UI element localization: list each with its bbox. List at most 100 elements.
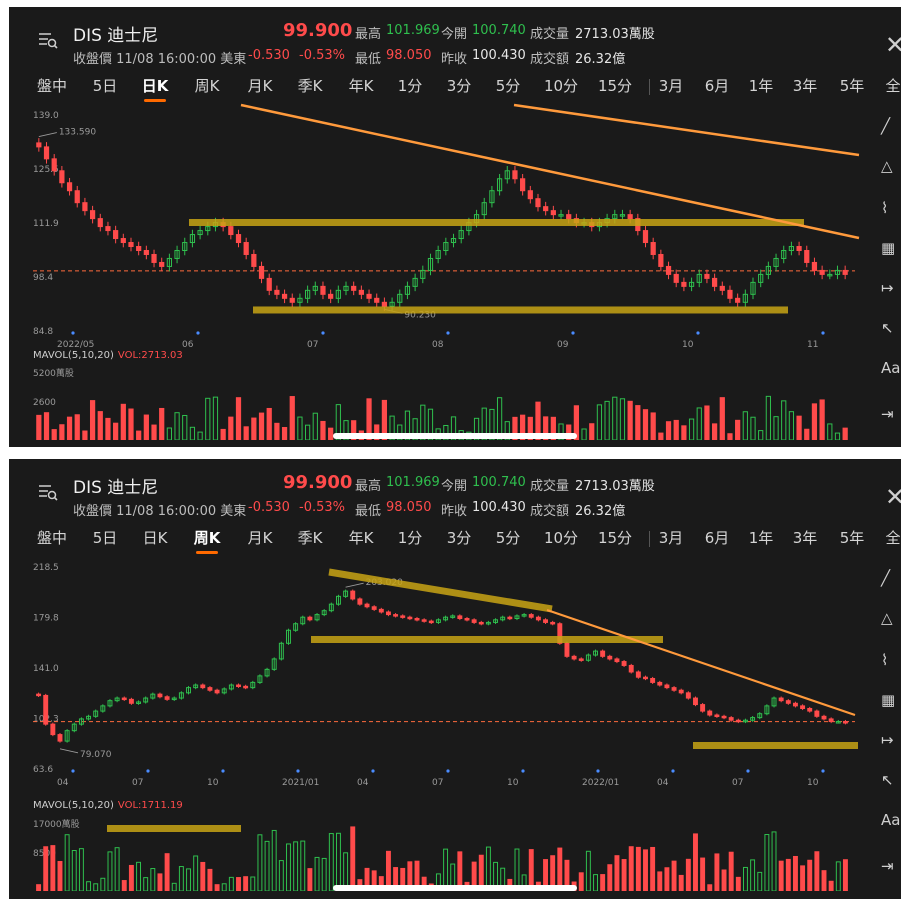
tab-5[interactable]: 季K	[297, 77, 323, 95]
volume-bar	[36, 884, 42, 891]
tab-14[interactable]: 1年	[748, 529, 774, 547]
tab-0[interactable]: 盤中	[36, 77, 67, 95]
close-icon[interactable]: ✕	[885, 483, 901, 511]
home-indicator[interactable]	[333, 885, 577, 891]
tab-3[interactable]: 周K	[193, 529, 221, 547]
volume-bar	[573, 405, 579, 440]
menu-icon[interactable]	[36, 29, 58, 51]
candle	[250, 681, 256, 689]
tab-2[interactable]: 日K	[142, 529, 168, 547]
trendline	[240, 103, 860, 240]
price-chart[interactable]: 218.5179.8141.0102.363.6203.02079.070040…	[9, 555, 867, 789]
volume-bar	[628, 846, 634, 891]
tab-3[interactable]: 周K	[194, 77, 220, 95]
tab-5[interactable]: 季K	[297, 529, 323, 547]
volume-bar	[82, 430, 88, 440]
home-indicator[interactable]	[333, 433, 577, 439]
tab-13[interactable]: 6月	[704, 77, 730, 95]
high-value: 101.969	[386, 23, 440, 38]
candle	[143, 249, 149, 255]
extend-line-icon[interactable]: ↦	[881, 731, 894, 749]
tab-10[interactable]: 10分	[543, 77, 579, 95]
tab-4[interactable]: 月K	[247, 529, 273, 547]
triangle-icon[interactable]: △	[881, 157, 893, 175]
trendline-icon[interactable]: ╱	[881, 569, 891, 587]
text-icon[interactable]: Aa	[881, 811, 901, 829]
tab-8[interactable]: 3分	[446, 529, 472, 547]
exit-icon[interactable]: ⇥	[881, 405, 894, 423]
tab-0[interactable]: 盤中	[36, 529, 67, 547]
tab-12[interactable]: 3月	[658, 529, 684, 547]
price-tick: 98.4	[33, 273, 53, 283]
tab-17[interactable]: 全	[885, 529, 901, 547]
tab-4[interactable]: 月K	[247, 77, 273, 95]
volume-bar	[71, 849, 77, 891]
volume-bar	[528, 849, 534, 891]
last-price: 99.900	[283, 20, 353, 41]
volume-bar	[328, 427, 334, 440]
tab-1[interactable]: 5日	[92, 77, 118, 95]
volume-bar	[700, 857, 706, 891]
close-icon[interactable]: ✕	[885, 31, 901, 59]
ruler-icon[interactable]: ▦	[881, 239, 896, 257]
extend-line-icon[interactable]: ↦	[881, 279, 894, 297]
price-tick: 84.8	[33, 327, 53, 337]
candle	[650, 677, 656, 683]
volume-bar	[842, 859, 848, 891]
support-zone	[693, 742, 858, 749]
candle	[600, 650, 606, 657]
trendline-icon[interactable]: ╱	[881, 117, 891, 135]
tab-1[interactable]: 5日	[92, 529, 118, 547]
event-dot	[571, 331, 575, 335]
wave-icon[interactable]: ⌇	[881, 199, 889, 217]
exit-icon[interactable]: ⇥	[881, 857, 894, 875]
ruler-icon[interactable]: ▦	[881, 691, 896, 709]
arrow-icon[interactable]: ↖	[881, 771, 894, 789]
tab-8[interactable]: 3分	[446, 77, 472, 95]
volume-bar	[212, 396, 219, 440]
tab-11[interactable]: 15分	[597, 529, 633, 547]
tab-2[interactable]: 日K	[141, 77, 169, 95]
menu-icon[interactable]	[36, 481, 58, 503]
volume-bar	[136, 430, 142, 440]
tab-10[interactable]: 10分	[543, 529, 579, 547]
event-dot	[371, 769, 375, 773]
tab-9[interactable]: 5分	[495, 77, 521, 95]
tab-7[interactable]: 1分	[397, 529, 423, 547]
wave-icon[interactable]: ⌇	[881, 651, 889, 669]
price-change-pct: -0.53%	[299, 500, 345, 515]
tab-7[interactable]: 1分	[397, 77, 423, 95]
volume-bar	[589, 423, 595, 440]
volume-value: 2713.03萬股	[575, 27, 655, 42]
text-icon[interactable]: Aa	[881, 359, 901, 377]
price-chart[interactable]: 139.0 125.5 111.9 98.4 84.8 133.590 90.230 2022…	[9, 103, 867, 351]
resistance-zone	[189, 219, 804, 226]
volume-bar	[251, 417, 257, 440]
tab-9[interactable]: 5分	[495, 529, 521, 547]
tab-17[interactable]: 全	[885, 77, 901, 95]
tab-14[interactable]: 1年	[748, 77, 774, 95]
candle	[43, 146, 50, 160]
candle	[164, 696, 170, 700]
tab-6[interactable]: 年K	[348, 529, 374, 547]
low-annotation: 79.070	[80, 750, 112, 760]
triangle-icon[interactable]: △	[881, 609, 893, 627]
tab-11[interactable]: 15分	[597, 77, 633, 95]
volume-bar	[685, 858, 691, 891]
candle	[528, 614, 534, 618]
tab-13[interactable]: 6月	[704, 529, 730, 547]
volume-bar	[128, 408, 134, 440]
date-tick: 07	[432, 778, 443, 788]
volume-bar	[558, 423, 564, 440]
tab-16[interactable]: 5年	[839, 77, 865, 95]
arrow-icon[interactable]: ↖	[881, 319, 894, 337]
candle	[286, 629, 291, 644]
volume-bar	[614, 855, 620, 891]
tab-12[interactable]: 3月	[658, 77, 684, 95]
tab-6[interactable]: 年K	[348, 77, 374, 95]
volume-bar	[627, 400, 633, 440]
tab-16[interactable]: 5年	[839, 529, 865, 547]
tab-15[interactable]: 3年	[792, 529, 818, 547]
tab-15[interactable]: 3年	[792, 77, 818, 95]
candle	[685, 692, 691, 699]
